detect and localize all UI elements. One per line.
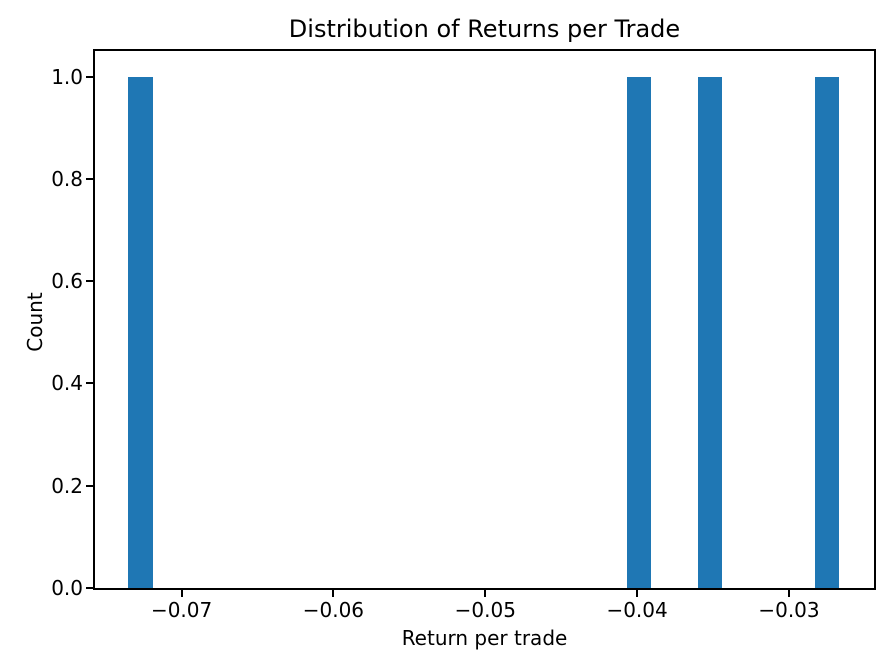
x-tick-label: −0.04: [606, 598, 668, 622]
x-tick-mark: [788, 590, 790, 597]
y-tick-label: 1.0: [51, 64, 83, 89]
y-tick-mark: [86, 177, 93, 180]
x-tick-label: −0.06: [302, 598, 365, 622]
histogram-bar: [814, 76, 840, 588]
histogram-bar: [128, 76, 153, 588]
y-tick-label: 0.6: [51, 269, 83, 294]
y-axis-label: Count: [23, 292, 47, 352]
y-tick-mark: [86, 587, 93, 589]
plot-area: [93, 49, 876, 590]
x-tick-label: −0.07: [150, 598, 213, 622]
y-tick-mark: [86, 75, 93, 78]
x-tick-label: −0.03: [758, 598, 820, 622]
y-tick-mark: [86, 382, 93, 385]
y-tick-mark: [86, 280, 93, 283]
y-tick-label: 0.2: [51, 473, 83, 498]
y-tick-label: 0.4: [51, 371, 83, 396]
histogram-bar: [626, 76, 651, 588]
x-tick-mark: [332, 590, 335, 597]
x-tick-mark: [636, 590, 639, 597]
x-tick-mark: [484, 590, 487, 597]
y-tick-mark: [86, 484, 93, 487]
y-tick-label: 0.0: [51, 576, 83, 600]
histogram-bar: [697, 76, 723, 588]
x-axis-label: Return per trade: [401, 626, 568, 650]
chart-title: Distribution of Returns per Trade: [288, 15, 681, 43]
x-tick-mark: [180, 590, 183, 597]
x-tick-label: −0.05: [454, 598, 516, 622]
y-tick-label: 0.8: [51, 166, 83, 191]
